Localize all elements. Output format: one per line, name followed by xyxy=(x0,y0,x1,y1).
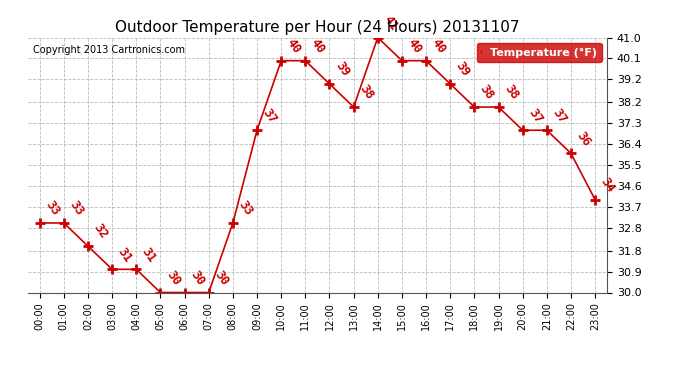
Text: 38: 38 xyxy=(357,82,376,102)
Text: 40: 40 xyxy=(429,36,448,56)
Text: 40: 40 xyxy=(284,36,304,56)
Text: 33: 33 xyxy=(67,199,86,218)
Text: 31: 31 xyxy=(115,245,135,265)
Text: 30: 30 xyxy=(188,268,207,288)
Text: 31: 31 xyxy=(139,245,159,265)
Text: 30: 30 xyxy=(164,268,183,288)
Text: 39: 39 xyxy=(453,60,473,79)
Text: 34: 34 xyxy=(598,176,618,195)
Text: 38: 38 xyxy=(502,82,521,102)
Text: 37: 37 xyxy=(260,106,279,126)
Text: 36: 36 xyxy=(574,129,593,149)
Text: 30: 30 xyxy=(212,268,231,288)
Title: Outdoor Temperature per Hour (24 Hours) 20131107: Outdoor Temperature per Hour (24 Hours) … xyxy=(115,20,520,35)
Text: 41: 41 xyxy=(381,13,400,33)
Text: 40: 40 xyxy=(405,36,424,56)
Text: 40: 40 xyxy=(308,36,328,56)
Text: 33: 33 xyxy=(236,199,255,218)
Text: 39: 39 xyxy=(333,60,352,79)
Legend: Temperature (°F): Temperature (°F) xyxy=(477,43,602,62)
Text: 32: 32 xyxy=(91,222,110,242)
Text: 33: 33 xyxy=(43,199,62,218)
Text: Copyright 2013 Cartronics.com: Copyright 2013 Cartronics.com xyxy=(33,45,186,55)
Text: 37: 37 xyxy=(550,106,569,126)
Text: 37: 37 xyxy=(526,106,545,126)
Text: 38: 38 xyxy=(477,82,497,102)
